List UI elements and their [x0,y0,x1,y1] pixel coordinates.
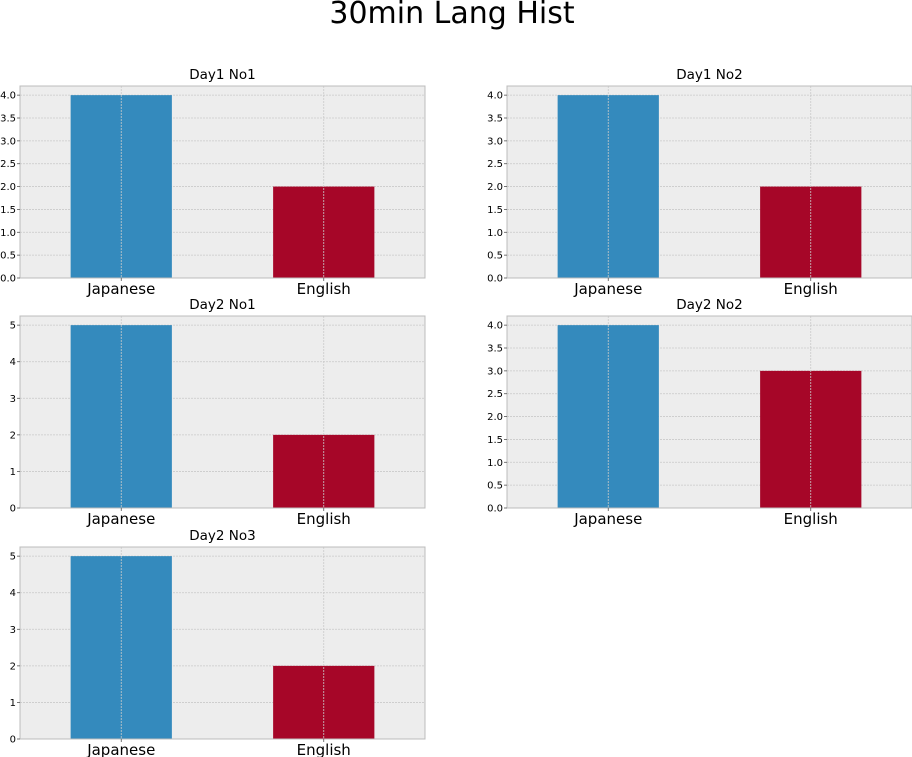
plot-frame [506,85,912,279]
x-tick-label: Japanese [86,741,155,757]
y-tick-label: 3.0 [0,136,16,147]
subplot-title: Day2 No3 [189,528,256,544]
y-tick-label: 1 [10,698,16,709]
subplot-4: 0.0 0.5 1.0 1.5 2.0 2.5 3.0 3.5 4.0 Japanese Engli… [487,297,912,528]
y-tick-label: 3.0 [487,136,503,147]
x-tick-label: English [297,510,351,528]
y-tick-label: 2.0 [0,182,16,193]
y-tick-label: 0.0 [0,274,16,285]
subplot-title: Day1 No2 [676,67,743,83]
x-tick-label: Japanese [573,280,642,298]
plot-frame [19,315,426,509]
x-tick-label: English [784,280,838,298]
y-tick-label: 0.0 [487,274,503,285]
y-tick-label: 2.5 [487,159,503,170]
subplot-3: 0 1 2 3 4 5 Japanese English Day2 No1 [10,297,426,528]
y-tick-label: 2.5 [0,159,16,170]
subplot-title: Day1 No1 [189,67,256,83]
y-tick-label: 5 [10,552,16,563]
y-tick-label: 1.5 [487,205,503,216]
subplot-title: Day2 No2 [676,297,743,313]
y-tick-label: 1.5 [487,435,503,446]
y-tick-label: 0 [10,504,16,515]
y-tick-label: 1.0 [487,228,503,239]
x-tick-label: Japanese [573,510,642,528]
y-tick-label: 2 [10,661,16,672]
y-tick-label: 3.5 [487,114,503,125]
y-tick-label: 2.5 [487,389,503,400]
y-tick-label: 3 [10,625,16,636]
y-tick-label: 5 [10,321,16,332]
y-tick-label: 0.5 [0,251,16,262]
figure-title: 30min Lang Hist [329,0,575,31]
y-tick-label: 4.0 [487,91,503,102]
y-tick-label: 0.5 [487,251,503,262]
y-tick-label: 2.0 [487,182,503,193]
plot-frame [19,85,426,279]
y-tick-label: 4 [10,588,16,599]
y-tick-label: 4.0 [487,321,503,332]
x-tick-label: Japanese [86,280,155,298]
x-tick-label: English [784,510,838,528]
plot-frame [19,546,426,740]
y-tick-label: 3.5 [487,344,503,355]
bar-english [273,665,375,739]
x-tick-label: Japanese [86,510,155,528]
y-tick-label: 2.0 [487,412,503,423]
y-tick-label: 1.5 [0,205,16,216]
y-tick-label: 1.0 [0,228,16,239]
y-tick-label: 2 [10,430,16,441]
subplot-title: Day2 No1 [189,297,256,313]
y-tick-label: 4.0 [0,91,16,102]
bar-english [273,434,375,508]
subplot-1: 0.0 0.5 1.0 1.5 2.0 2.5 3.0 3.5 4.0 Japanese Engli… [0,67,426,298]
y-tick-label: 4 [10,357,16,368]
subplot-2: 0.0 0.5 1.0 1.5 2.0 2.5 3.0 3.5 4.0 Japanese Engli… [487,67,912,298]
subplot-5: 0 1 2 3 4 5 Japanese English Day2 No3 [10,528,426,757]
y-tick-label: 1 [10,467,16,478]
x-tick-label: English [297,280,351,298]
y-tick-label: 0.0 [487,504,503,515]
y-tick-label: 0 [10,735,16,746]
y-tick-label: 3 [10,394,16,405]
y-tick-label: 1.0 [487,458,503,469]
x-tick-label: English [297,741,351,757]
y-tick-label: 0.5 [487,481,503,492]
plot-frame [506,315,912,509]
y-tick-label: 3.5 [0,114,16,125]
y-tick-label: 3.0 [487,366,503,377]
